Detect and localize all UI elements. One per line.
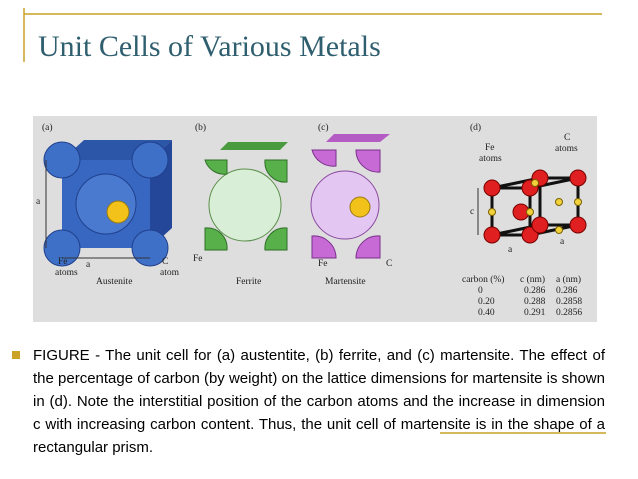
panel-tag: (c) [318, 122, 329, 133]
atom-label: atoms [555, 144, 578, 154]
carbon-atoms [488, 179, 582, 234]
atom-label: Fe [58, 257, 68, 267]
dimension-label: a [560, 237, 565, 247]
atom-label: C [564, 133, 570, 143]
table-cell: 0.288 [524, 297, 546, 307]
atom-label: Fe [318, 259, 328, 269]
atom-label: Fe [485, 143, 495, 153]
dimension-label: c [470, 207, 474, 217]
atom-label: atoms [55, 268, 78, 278]
panel-tag: (b) [195, 122, 206, 133]
panel-name: Ferrite [236, 277, 261, 287]
atom-label: C [386, 259, 392, 269]
panel-tag: (d) [470, 122, 481, 133]
table-header: a (nm) [556, 274, 581, 285]
panel-name: Martensite [325, 277, 366, 287]
table-cell: 0.286 [524, 286, 546, 296]
table-cell: 0.2856 [556, 308, 582, 318]
austenite-cell [43, 140, 172, 267]
dimension-label: a [508, 245, 513, 255]
table-cell: 0.2858 [556, 297, 582, 307]
dimension-label: a [86, 260, 91, 270]
martensite-cell [310, 134, 390, 259]
table-cell: 0.291 [524, 308, 546, 318]
bullet [12, 351, 20, 359]
atom-label: atom [160, 268, 180, 278]
panel-tag: (a) [42, 122, 53, 133]
ferrite-cell [204, 142, 288, 251]
table-header: carbon (%) [462, 274, 504, 285]
slide-title: Unit Cells of Various Metals [38, 30, 381, 63]
table-cell: 0.286 [556, 286, 578, 296]
caption: FIGURE - The unit cell for (a) austentit… [33, 347, 605, 456]
atom-label: atoms [479, 154, 502, 164]
table-header: c (nm) [520, 274, 545, 285]
table-cell: 0.20 [478, 297, 495, 307]
atom-label: Fe [193, 254, 203, 264]
table-cell: 0.40 [478, 308, 495, 318]
atom-label: C [162, 257, 168, 267]
panel-name: Austenite [96, 277, 132, 287]
dimension-label: a [36, 197, 41, 207]
table-cell: 0 [478, 286, 483, 296]
figure: (a) a a Fe atoms C atom Austenite (b) Fe… [33, 116, 597, 322]
